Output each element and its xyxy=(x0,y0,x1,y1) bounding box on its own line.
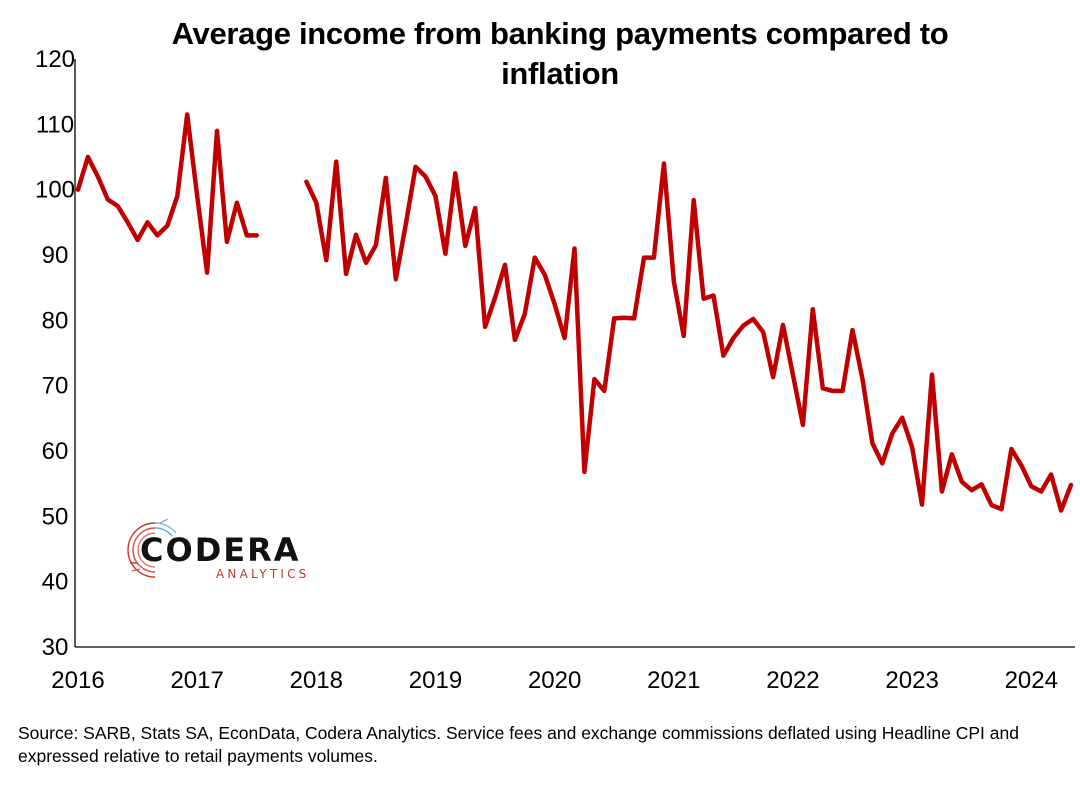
chart-title: Average income from banking payments com… xyxy=(171,16,949,91)
y-tick-labels: 30 40 50 60 70 80 90 100 110 120 xyxy=(35,46,75,661)
series-lines xyxy=(75,112,1074,513)
series-line-segment xyxy=(75,112,259,275)
x-tick-label: 2020 xyxy=(528,667,581,694)
x-tick-label: 2019 xyxy=(409,667,462,694)
x-tick-label: 2023 xyxy=(885,667,938,694)
y-tick-label: 50 xyxy=(42,503,69,530)
y-tick-label: 110 xyxy=(36,111,74,138)
x-tick-label: 2021 xyxy=(647,667,700,694)
y-tick-label: 90 xyxy=(42,242,69,269)
y-tick-label: 40 xyxy=(42,569,69,596)
series-line-segment xyxy=(304,159,1074,513)
x-tick-label: 2017 xyxy=(170,667,223,694)
x-tick-label: 2024 xyxy=(1005,667,1058,694)
y-tick-label: 30 xyxy=(42,634,69,661)
x-tick-labels: 2016 2017 2018 2019 2020 2021 2022 2023 2024 xyxy=(51,667,1058,694)
y-tick-label: 100 xyxy=(35,177,75,204)
y-tick-label: 80 xyxy=(42,307,69,334)
x-tick-label: 2018 xyxy=(290,667,343,694)
codera-logo-mark-icon xyxy=(127,518,177,578)
codera-logo: CODERA ANALYTICS xyxy=(120,515,330,585)
x-tick-label: 2022 xyxy=(766,667,819,694)
y-tick-label: 70 xyxy=(42,373,69,400)
line-chart: 30 40 50 60 70 80 90 100 110 120 2016 2017 2018 2019… xyxy=(35,46,1075,694)
y-tick-label: 60 xyxy=(42,438,69,465)
source-note: Source: SARB, Stats SA, EconData, Codera… xyxy=(18,723,1019,766)
logo-subtitle: ANALYTICS xyxy=(216,567,310,581)
y-tick-label: 120 xyxy=(35,46,75,73)
logo-wordmark: CODERA xyxy=(140,531,301,569)
x-tick-label: 2016 xyxy=(51,667,104,694)
